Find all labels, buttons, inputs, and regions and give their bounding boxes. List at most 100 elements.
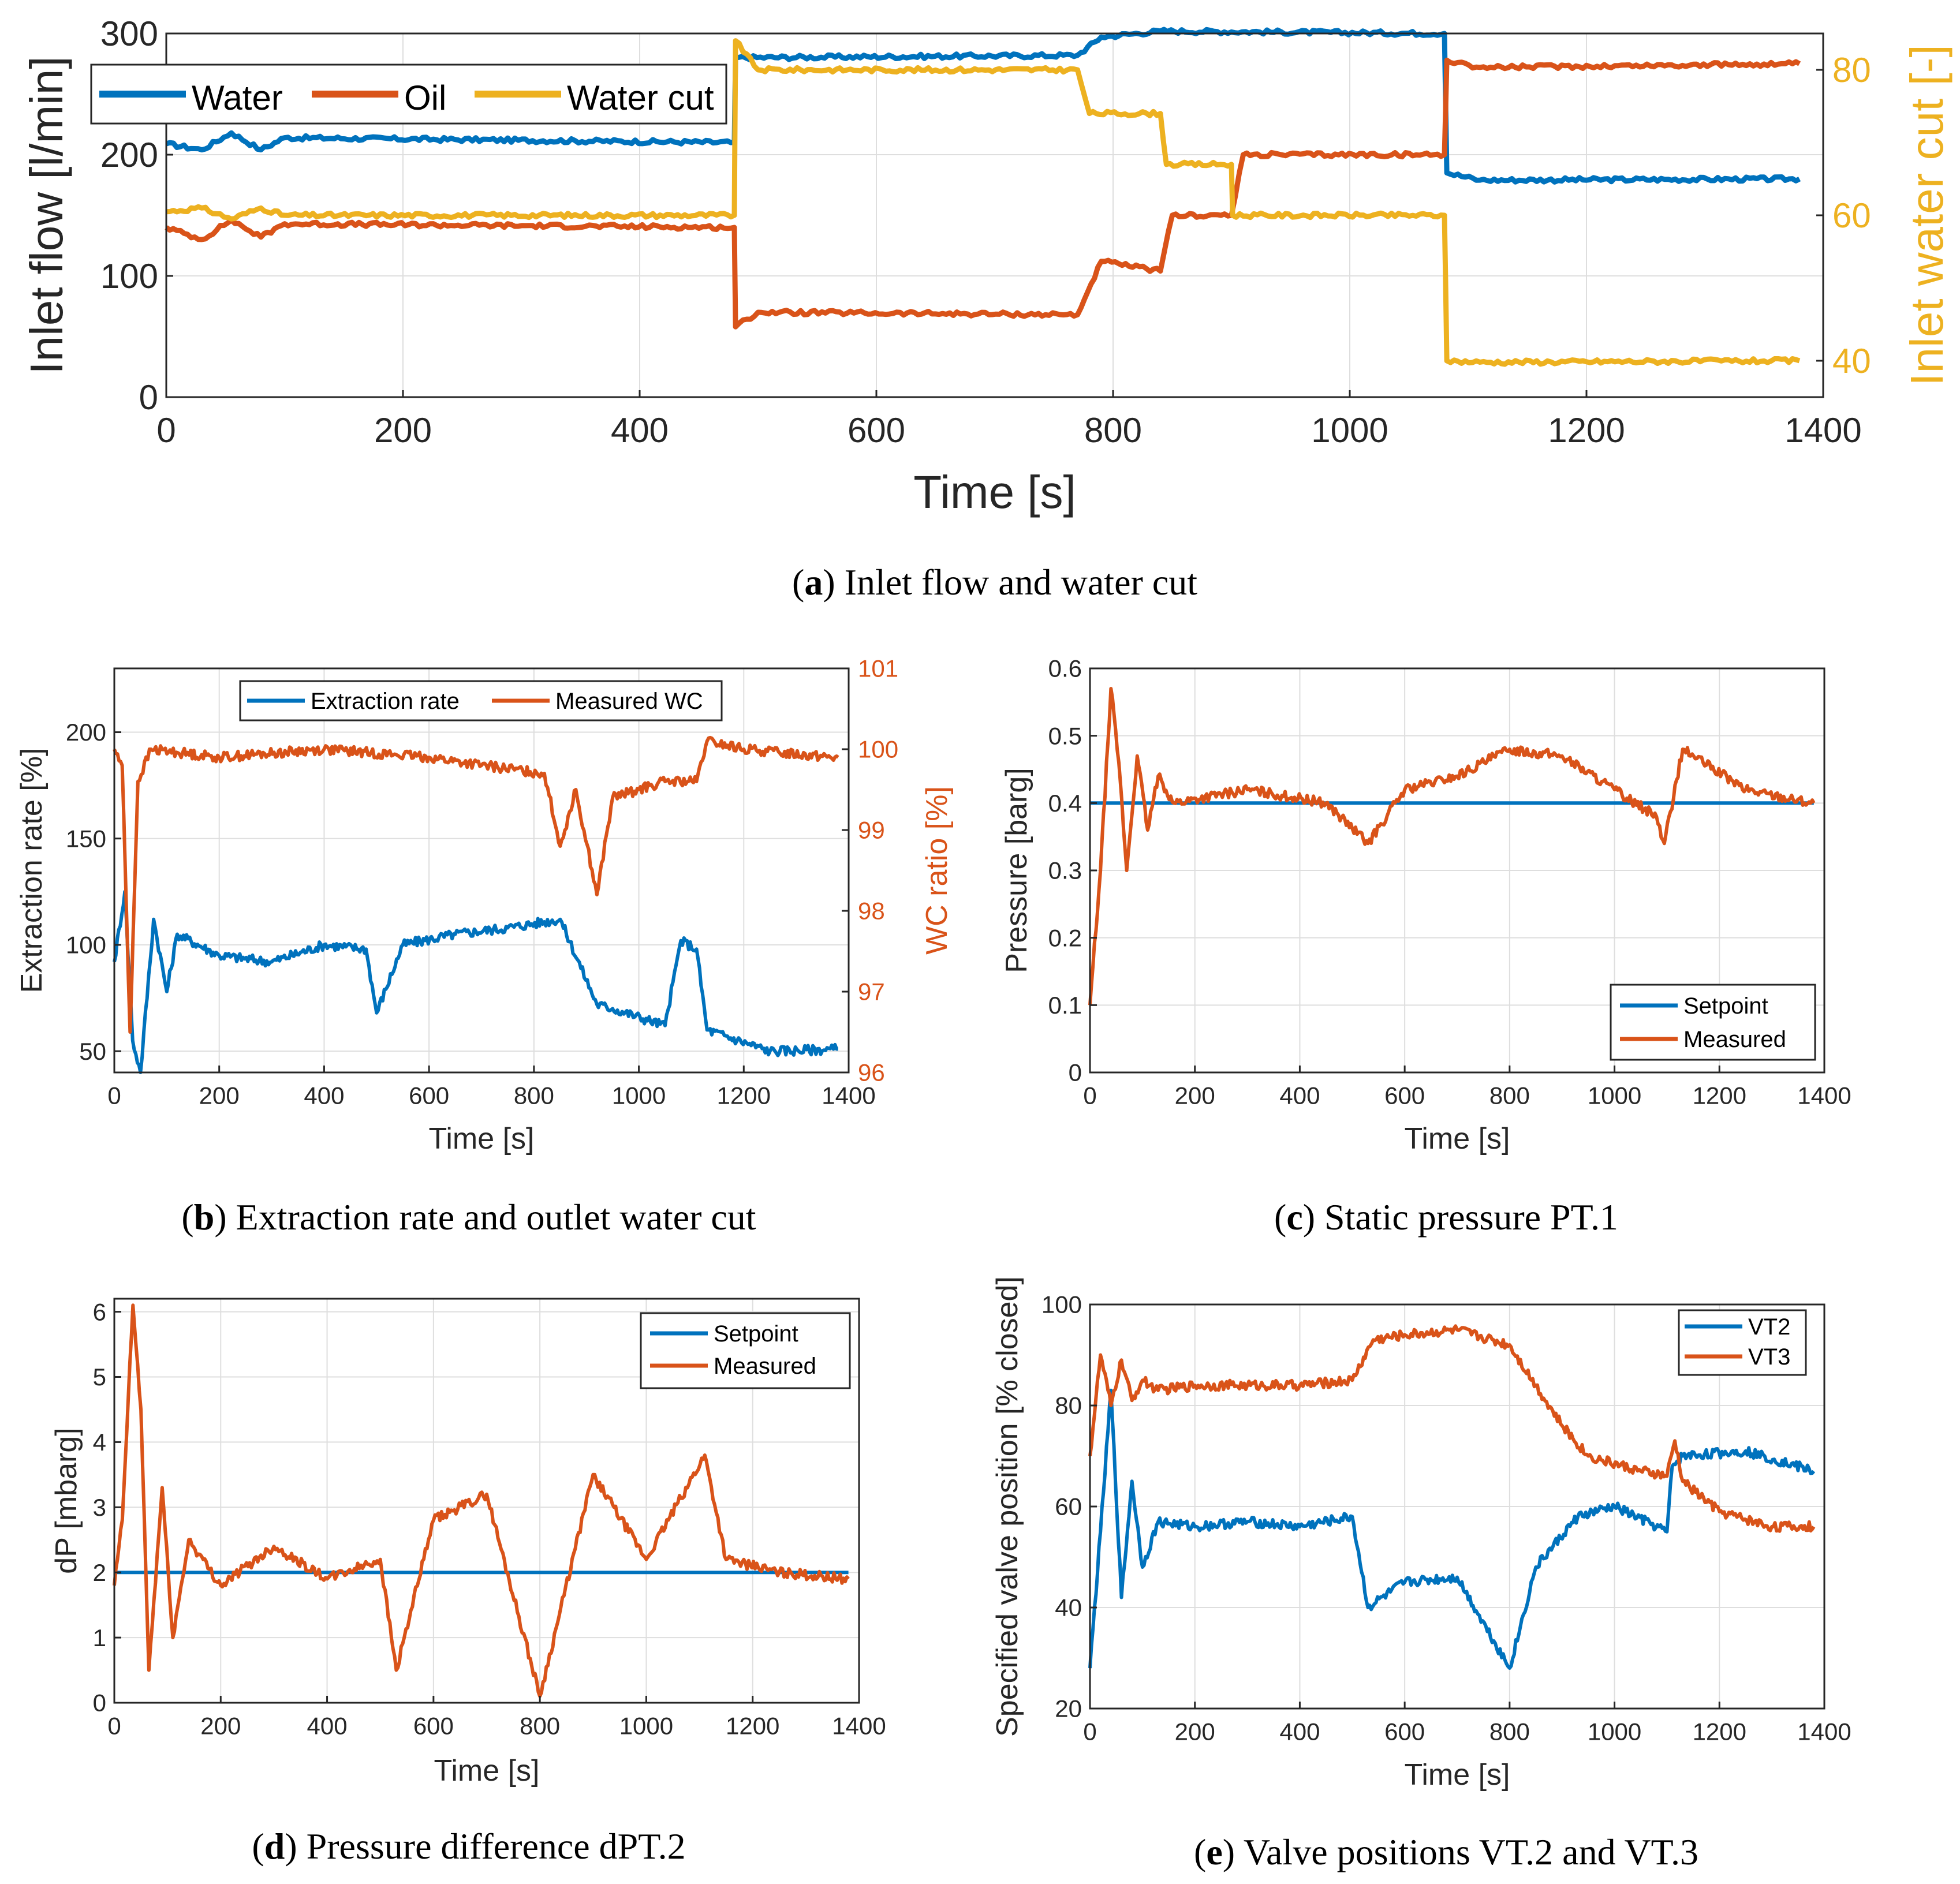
x-tick-label: 600: [848, 411, 905, 450]
x-tick-label: 800: [520, 1713, 560, 1740]
caption-d-label: d: [264, 1826, 285, 1867]
x-tick-label: 400: [1279, 1718, 1320, 1745]
series-c: [1088, 687, 1816, 1005]
x-tick-label: 400: [304, 1082, 344, 1109]
x-tick-label: 0: [1083, 1718, 1096, 1745]
x-tick-label: 1400: [822, 1082, 875, 1109]
series-line-oil: [165, 57, 1801, 330]
legend-measured-c: Measured: [1683, 1027, 1786, 1052]
y-tick-label: 0.3: [1048, 857, 1082, 884]
ticks-e: 0 200 400 600 800 1000 1200 1400 20 40 60 80 100: [1041, 1291, 1851, 1745]
y-tick-label: 0: [1069, 1059, 1082, 1086]
y2-tick-label: 101: [858, 655, 898, 682]
legend-box-a: [90, 63, 727, 125]
x-tick-label: 800: [1084, 411, 1142, 450]
y-tick-label: 20: [1055, 1695, 1082, 1722]
x-tick-label: 400: [1279, 1082, 1320, 1109]
plot-area-b: [114, 668, 849, 1072]
legend-box-e: [1678, 1309, 1807, 1376]
caption-e-label: e: [1206, 1831, 1222, 1872]
legend-vt2: VT2: [1748, 1314, 1790, 1340]
y-tick-label: 0: [139, 378, 158, 417]
legend-d: Setpoint Measured: [640, 1312, 851, 1389]
x-axis-label-b: Time [s]: [429, 1122, 535, 1156]
legend-e: VT2 VT3: [1678, 1309, 1807, 1376]
y2-tick-label: 98: [858, 898, 885, 925]
legend-measured-wc: Measured WC: [555, 689, 703, 714]
caption-a: (a) Inlet flow and water cut: [792, 562, 1197, 603]
x-tick-label: 200: [1175, 1718, 1215, 1745]
legend-b: Extraction rate Measured WC: [239, 680, 723, 722]
legend-a: Water Oil Water cut: [90, 63, 727, 125]
y-tick-label: 1: [93, 1624, 106, 1651]
series-b: [113, 735, 839, 1074]
axes-frame-b: [113, 667, 850, 1074]
legend-c: Setpoint Measured: [1610, 984, 1816, 1061]
legend-box-d: [640, 1312, 851, 1389]
y-tick-label: 5: [93, 1363, 106, 1390]
legend-vt3: VT3: [1748, 1344, 1790, 1370]
x-tick-label: 1000: [1588, 1082, 1641, 1109]
y-tick-label: 0: [93, 1689, 106, 1717]
x-tick-label: 1000: [612, 1082, 666, 1109]
ticks-c: 0 200 400 600 800 1000 1200 1400 0 0.1 0.2 0.3 0.4 0.…: [1048, 655, 1851, 1109]
x-tick-label: 1200: [1693, 1082, 1746, 1109]
caption-c-label: c: [1286, 1197, 1302, 1238]
y-tick-label: 200: [66, 719, 106, 746]
caption-d: (d) Pressure difference dPT.2: [252, 1826, 685, 1867]
y-axis-label-e: Specified valve position [% closed]: [991, 1276, 1024, 1737]
series-line-measured-wc: [113, 735, 839, 1034]
series-d: [113, 1303, 850, 1698]
x-tick-label: 600: [409, 1082, 449, 1109]
x-axis-label-d: Time [s]: [434, 1754, 540, 1788]
y-tick-label: 60: [1055, 1493, 1082, 1520]
x-tick-label: 1400: [1797, 1082, 1851, 1109]
y2-axis-label-a: Inlet water cut [-]: [1901, 44, 1952, 386]
y-tick-label: 200: [100, 136, 158, 174]
y-axis-label-b: Extraction rate [%]: [15, 748, 48, 993]
series-line-measured: [1088, 687, 1816, 1005]
x-tick-label: 1200: [1548, 411, 1625, 450]
legend-box-c: [1610, 984, 1816, 1061]
x-tick-label: 200: [1175, 1082, 1215, 1109]
y-tick-label: 100: [66, 932, 106, 959]
ticks-a: 0 200 400 600 800 1000 1200 1400 0 100 200 300 40 60 8…: [100, 14, 1871, 450]
panel-d: 0 200 400 600 800 1000 1200 1400 0 1 2 3 4 5 6 Time [s…: [50, 1298, 886, 1867]
ticks-d: 0 200 400 600 800 1000 1200 1400 0 1 2 3 4 5 6: [93, 1298, 886, 1739]
x-tick-label: 400: [611, 411, 669, 450]
series-line-water: [165, 27, 1801, 185]
x-tick-label: 400: [307, 1713, 348, 1740]
axes-frame-d: [113, 1298, 860, 1704]
x-tick-label: 1400: [1784, 411, 1861, 450]
y-tick-label: 50: [79, 1038, 106, 1065]
caption-c: (c) Static pressure PT.1: [1274, 1197, 1618, 1238]
caption-e-text: Valve positions VT.2 and VT.3: [1244, 1831, 1698, 1872]
series-line-vt2: [1088, 1388, 1816, 1670]
series-e: [1088, 1324, 1816, 1670]
caption-e: (e) Valve positions VT.2 and VT.3: [1194, 1831, 1698, 1872]
legend-water: Water: [192, 78, 283, 117]
legend-measured-d: Measured: [714, 1354, 816, 1379]
series-line-vt3: [1088, 1324, 1816, 1533]
x-tick-label: 800: [1489, 1718, 1530, 1745]
x-tick-label: 1400: [1797, 1718, 1851, 1745]
y-tick-label: 0.6: [1048, 655, 1082, 682]
y-tick-label: 150: [66, 825, 106, 852]
caption-b-text: Extraction rate and outlet water cut: [236, 1197, 756, 1238]
y-axis-label-d: dP [mbarg]: [50, 1427, 83, 1573]
y-tick-label: 6: [93, 1298, 106, 1325]
y2-tick-label: 40: [1832, 342, 1871, 380]
y-tick-label: 2: [93, 1559, 106, 1586]
y-axis-label-a: Inlet flow [l/min]: [21, 56, 72, 374]
y-tick-label: 100: [1041, 1291, 1082, 1318]
caption-d-text: Pressure difference dPT.2: [307, 1826, 686, 1867]
x-tick-label: 800: [1489, 1082, 1530, 1109]
x-axis-label-a: Time [s]: [913, 466, 1076, 518]
y-tick-label: 80: [1055, 1392, 1082, 1419]
series-line-measured: [113, 1303, 850, 1698]
y2-axis-label-b: WC ratio [%]: [920, 786, 954, 955]
y-tick-label: 40: [1055, 1594, 1082, 1621]
x-tick-label: 200: [200, 1713, 241, 1740]
y-tick-label: 4: [93, 1429, 106, 1456]
